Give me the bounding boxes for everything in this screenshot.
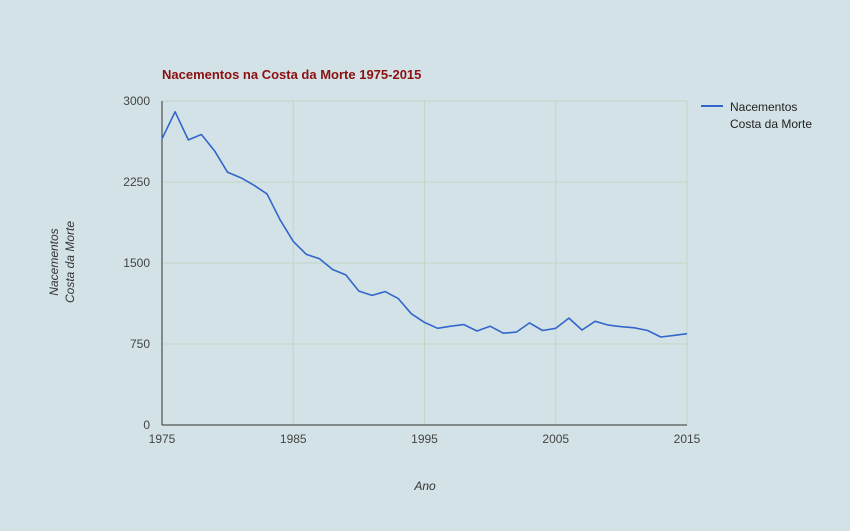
x-tick-label: 2005	[542, 432, 569, 446]
legend[interactable]: Nacementos Costa da Morte	[701, 100, 812, 131]
y-tick-label: 750	[130, 337, 150, 351]
x-axis-label: Ano	[413, 479, 436, 493]
y-axis-label-line-1: Nacementos	[47, 228, 61, 295]
series-line[interactable]	[161, 111, 688, 338]
series-group	[161, 111, 688, 338]
y-tick-label: 2250	[123, 175, 150, 189]
chart-title: Nacementos na Costa da Morte 1975-2015	[162, 67, 421, 82]
tick-labels: 0 750 1500 2250 3000 1975 1985 1995 2005 2015	[123, 94, 700, 446]
y-tick-label: 3000	[123, 94, 150, 108]
legend-label-line-2: Costa da Morte	[730, 117, 812, 131]
axes	[161, 101, 687, 426]
y-tick-label: 1500	[123, 256, 150, 270]
x-tick-label: 2015	[674, 432, 701, 446]
y-tick-label: 0	[143, 418, 150, 432]
x-tick-label: 1975	[149, 432, 176, 446]
x-tick-label: 1985	[280, 432, 307, 446]
y-axis-label-line-2: Costa da Morte	[63, 221, 77, 303]
x-tick-label: 1995	[411, 432, 438, 446]
legend-label-line-1: Nacementos	[730, 100, 797, 114]
